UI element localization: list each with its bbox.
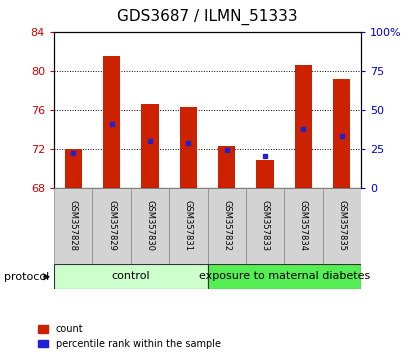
Bar — [169, 188, 208, 264]
Text: GSM357828: GSM357828 — [68, 200, 78, 251]
Bar — [93, 188, 131, 264]
Bar — [295, 65, 312, 188]
Text: GSM357834: GSM357834 — [299, 200, 308, 251]
Text: GSM357829: GSM357829 — [107, 200, 116, 251]
Bar — [54, 264, 208, 289]
Text: protocol: protocol — [4, 272, 49, 282]
Text: GSM357831: GSM357831 — [184, 200, 193, 251]
Bar — [141, 104, 159, 188]
Text: GDS3687 / ILMN_51333: GDS3687 / ILMN_51333 — [117, 9, 298, 25]
Bar — [246, 188, 284, 264]
Bar — [208, 188, 246, 264]
Bar — [208, 264, 361, 289]
Text: GSM357830: GSM357830 — [145, 200, 154, 251]
Bar — [256, 160, 274, 188]
Legend: count, percentile rank within the sample: count, percentile rank within the sample — [38, 324, 220, 349]
Bar — [131, 188, 169, 264]
Bar — [323, 188, 361, 264]
Bar — [333, 79, 351, 188]
Text: GSM357833: GSM357833 — [261, 200, 270, 251]
Text: GSM357835: GSM357835 — [337, 200, 347, 251]
Text: GSM357832: GSM357832 — [222, 200, 231, 251]
Bar — [54, 188, 92, 264]
Bar — [218, 146, 235, 188]
Bar — [284, 188, 323, 264]
Bar — [180, 107, 197, 188]
Bar — [103, 56, 120, 188]
Text: exposure to maternal diabetes: exposure to maternal diabetes — [199, 272, 370, 281]
Text: control: control — [111, 272, 150, 281]
Bar — [64, 149, 82, 188]
